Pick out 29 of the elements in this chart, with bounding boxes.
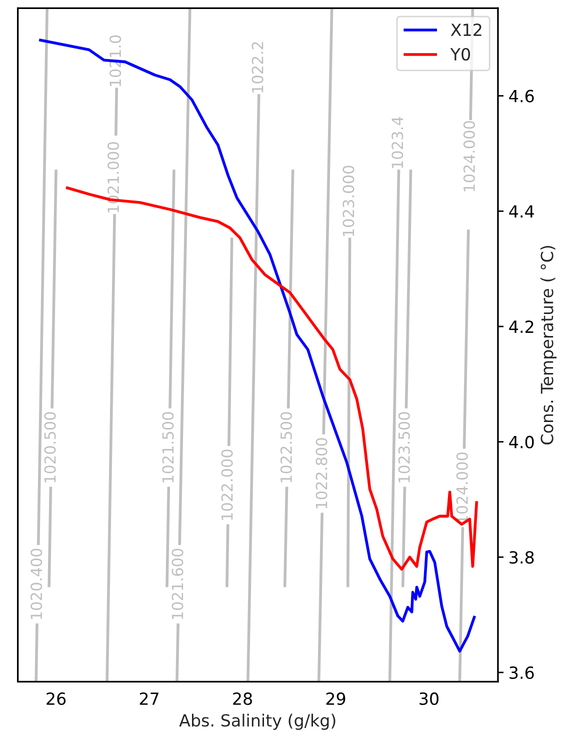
x-tick-label: 30 [420, 692, 438, 705]
y-tick-label: 4.6 [509, 90, 534, 102]
legend-label: X12 [450, 23, 482, 36]
y-tick-label: 3.6 [510, 666, 534, 680]
text: 1023.500 [398, 412, 410, 482]
x-axis-title: Abs. Salinity (g/kg) [179, 714, 336, 730]
text: 1020.400 [30, 548, 42, 619]
text: 1024.000 [463, 121, 475, 192]
y-tick-label: 3.8 [510, 551, 534, 564]
text: 1022.500 [280, 412, 292, 482]
y-tick-label: 4.2 [509, 320, 534, 333]
text: 1022.2 [252, 42, 264, 92]
text: 1022.800 [316, 438, 328, 508]
text: 1023.000 [342, 166, 354, 236]
text: 1023.4 [392, 117, 404, 168]
x-tick-label: 26 [46, 692, 66, 705]
y-axis-title: Cons. Temperature ( °C) [540, 246, 557, 444]
x-tick-label: 27 [140, 692, 158, 705]
x-tick-label: 28 [233, 692, 252, 705]
y-tick-label: 4.0 [509, 436, 534, 448]
text: 1020.500 [44, 412, 56, 482]
text: 1022.000 [221, 450, 233, 520]
text: 1021.500 [162, 412, 174, 482]
legend-label: Y0 [450, 48, 470, 61]
x-tick-label: 29 [326, 692, 346, 705]
text: 1024.000 [456, 452, 468, 523]
text: 1021.600 [172, 548, 184, 619]
y-tick-label: 4.4 [509, 205, 534, 218]
text: 1021.000 [107, 142, 120, 212]
